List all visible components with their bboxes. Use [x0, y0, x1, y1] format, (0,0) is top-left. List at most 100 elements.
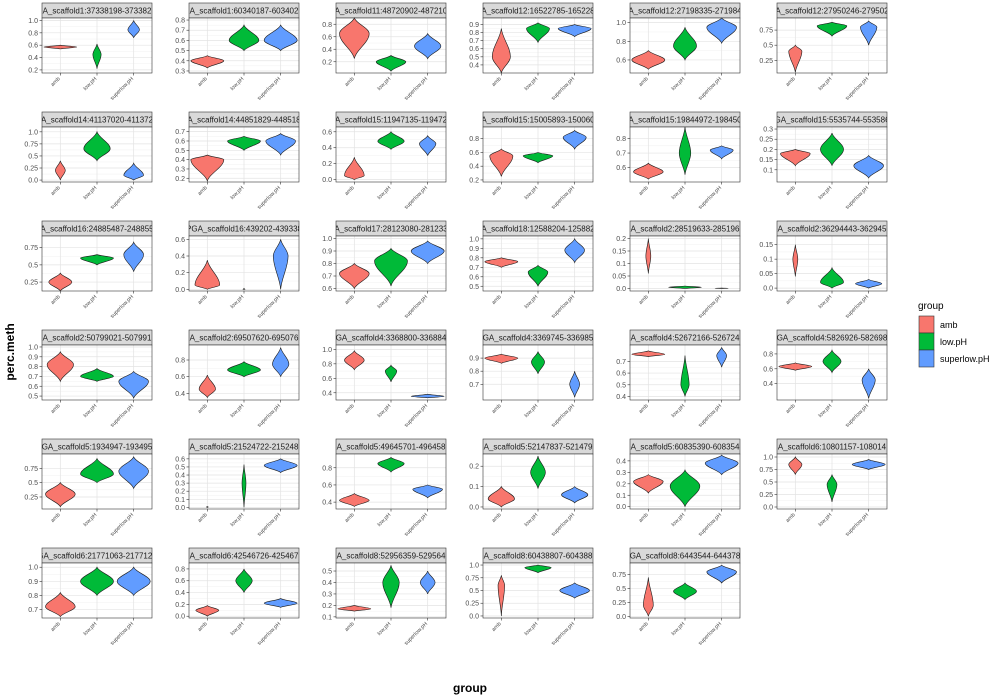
violin-superlow-ph	[410, 393, 445, 399]
facet-title: A_scaffold16:24885487-248855	[40, 225, 154, 234]
y-tick-label: 0.8	[469, 136, 479, 143]
y-tick-label: 0.4	[616, 394, 626, 401]
y-tick-label: 0.5	[28, 262, 38, 269]
violin-superlow-ph	[557, 24, 592, 38]
x-tick-label: low.pH	[523, 512, 539, 528]
x-tick-label: low.pH	[817, 76, 833, 92]
x-axis-title: group	[453, 681, 487, 695]
violin-amb	[497, 575, 505, 616]
x-tick-label: superlow.pH	[109, 76, 135, 102]
y-tick-label: 0.0	[322, 177, 332, 184]
violin-low-ph	[80, 254, 114, 266]
x-tick-label: amb	[50, 512, 62, 524]
y-tick-label: 0.4	[28, 55, 38, 62]
x-tick-label: superlow.pH	[697, 403, 723, 429]
x-tick-label: low.pH	[670, 403, 686, 419]
x-tick-label: low.pH	[229, 185, 245, 201]
x-tick-label: amb	[491, 294, 503, 306]
y-tick-label: 0.25	[612, 600, 626, 607]
y-tick-label: 0.4	[763, 381, 773, 388]
violin-superlow-ph	[853, 154, 884, 179]
y-tick-label: 1.0	[28, 129, 38, 136]
facet-panel: A_scaffold12:27198335-271984 0.6 0.8 1.0 amb…	[616, 2, 741, 102]
y-tick-label: 0.8	[616, 136, 626, 143]
y-tick-label: 0.2	[322, 59, 332, 66]
y-tick-label: 1.0	[616, 20, 626, 27]
y-tick-label: 0.1	[469, 484, 479, 491]
y-tick-label: 0.2	[322, 603, 332, 610]
violin-low-ph	[227, 135, 261, 151]
y-tick-label: 0.4	[175, 58, 185, 65]
violin-superlow-ph	[564, 237, 585, 264]
x-tick-label: superlow.pH	[403, 403, 429, 429]
y-tick-label: 0.75	[465, 575, 479, 582]
facet-title: A_scaffold8:60438807-604388	[484, 552, 593, 561]
x-tick-label: low.pH	[82, 403, 98, 419]
facet-panel: A_scaffold14:44851829-448518 0.2 0.3 0.4 0.5…	[175, 111, 300, 211]
y-tick-label: 0.8	[322, 22, 332, 29]
y-tick-label: 0.4	[322, 145, 332, 152]
violin-superlow-ph	[861, 368, 876, 399]
facet-title: GA_scaffold8:6443544-644378	[630, 552, 741, 561]
x-tick-label: low.pH	[523, 185, 539, 201]
y-tick-label: 0.4	[322, 390, 332, 397]
y-tick-label: 0.4	[322, 500, 332, 507]
violin-amb	[484, 257, 519, 268]
violin-low-ph	[680, 355, 690, 397]
x-tick-label: low.pH	[376, 512, 392, 528]
facet-title: A_scaffold6:42546726-425467	[190, 552, 299, 561]
y-tick-label: 0.75	[612, 572, 626, 579]
y-tick-label: 0.5	[616, 382, 626, 389]
x-tick-label: amb	[344, 294, 356, 306]
y-tick-label: 0.9	[322, 249, 332, 256]
violin-superlow-ph	[123, 241, 144, 272]
violin-amb	[643, 577, 654, 617]
x-tick-label: superlow.pH	[550, 185, 576, 211]
facet-title: A_scaffold15:19844972-198450	[628, 116, 742, 125]
facet-panel: A_scaffold14:41137020-411372 0.0 0.25 0.5 0.…	[24, 111, 153, 211]
y-tick-label: 0.5	[763, 480, 773, 487]
y-tick-label: 0.7	[322, 274, 332, 281]
x-tick-label: superlow.pH	[844, 294, 870, 320]
y-tick-label: 0.8	[322, 361, 332, 368]
x-tick-label: superlow.pH	[697, 76, 723, 102]
violin-low-ph	[377, 131, 405, 150]
violin-amb	[339, 493, 370, 507]
violin-low-ph	[522, 152, 554, 164]
x-tick-label: superlow.pH	[844, 512, 870, 538]
x-tick-label: superlow.pH	[403, 76, 429, 102]
violin-superlow-ph	[860, 20, 878, 46]
violin-superlow-ph	[855, 279, 883, 289]
y-tick-label: 0.8	[322, 261, 332, 268]
violin-amb	[206, 506, 209, 508]
violin-amb	[190, 154, 225, 183]
y-tick-label: 0.25	[759, 492, 773, 499]
y-axis-title: perc.meth	[3, 323, 17, 380]
y-tick-label: 1.0	[28, 18, 38, 25]
facet-title: A_scaffold15:11947135-119472	[335, 116, 448, 125]
legend-label-superlow-ph: superlow.pH	[940, 354, 990, 364]
y-tick-label: 0.6	[28, 384, 38, 391]
violin-amb	[487, 485, 515, 508]
violin-superlow-ph	[562, 129, 587, 150]
x-tick-label: superlow.pH	[403, 512, 429, 538]
violin-low-ph	[384, 364, 398, 382]
legend-label-amb: amb	[940, 320, 958, 330]
facet-title: GA_scaffold4:3369745-336985	[483, 334, 594, 343]
y-tick-label: 0.8	[175, 358, 185, 365]
y-tick-label: 0.8	[469, 369, 479, 376]
y-tick-label: 0.9	[28, 579, 38, 586]
facet-panel: A_scaffold8:52956359-529564 0.1 0.2 0.3 0.4 0…	[322, 547, 447, 647]
violin-low-ph	[242, 287, 246, 290]
x-tick-label: amb	[638, 512, 650, 524]
y-tick-label: 0.6	[616, 165, 626, 172]
y-tick-label: 0.3	[175, 166, 185, 173]
violin-low-ph	[678, 126, 692, 175]
x-tick-label: amb	[197, 403, 209, 415]
x-tick-label: superlow.pH	[844, 185, 870, 211]
facet-title: A_scaffold4:52672166-526724	[631, 334, 740, 343]
violin-low-ph	[669, 469, 701, 507]
y-tick-label: 0.0	[616, 614, 626, 621]
facet-title: A_scaffold11:48720902-487210	[335, 7, 448, 16]
x-tick-label: low.pH	[523, 403, 539, 419]
